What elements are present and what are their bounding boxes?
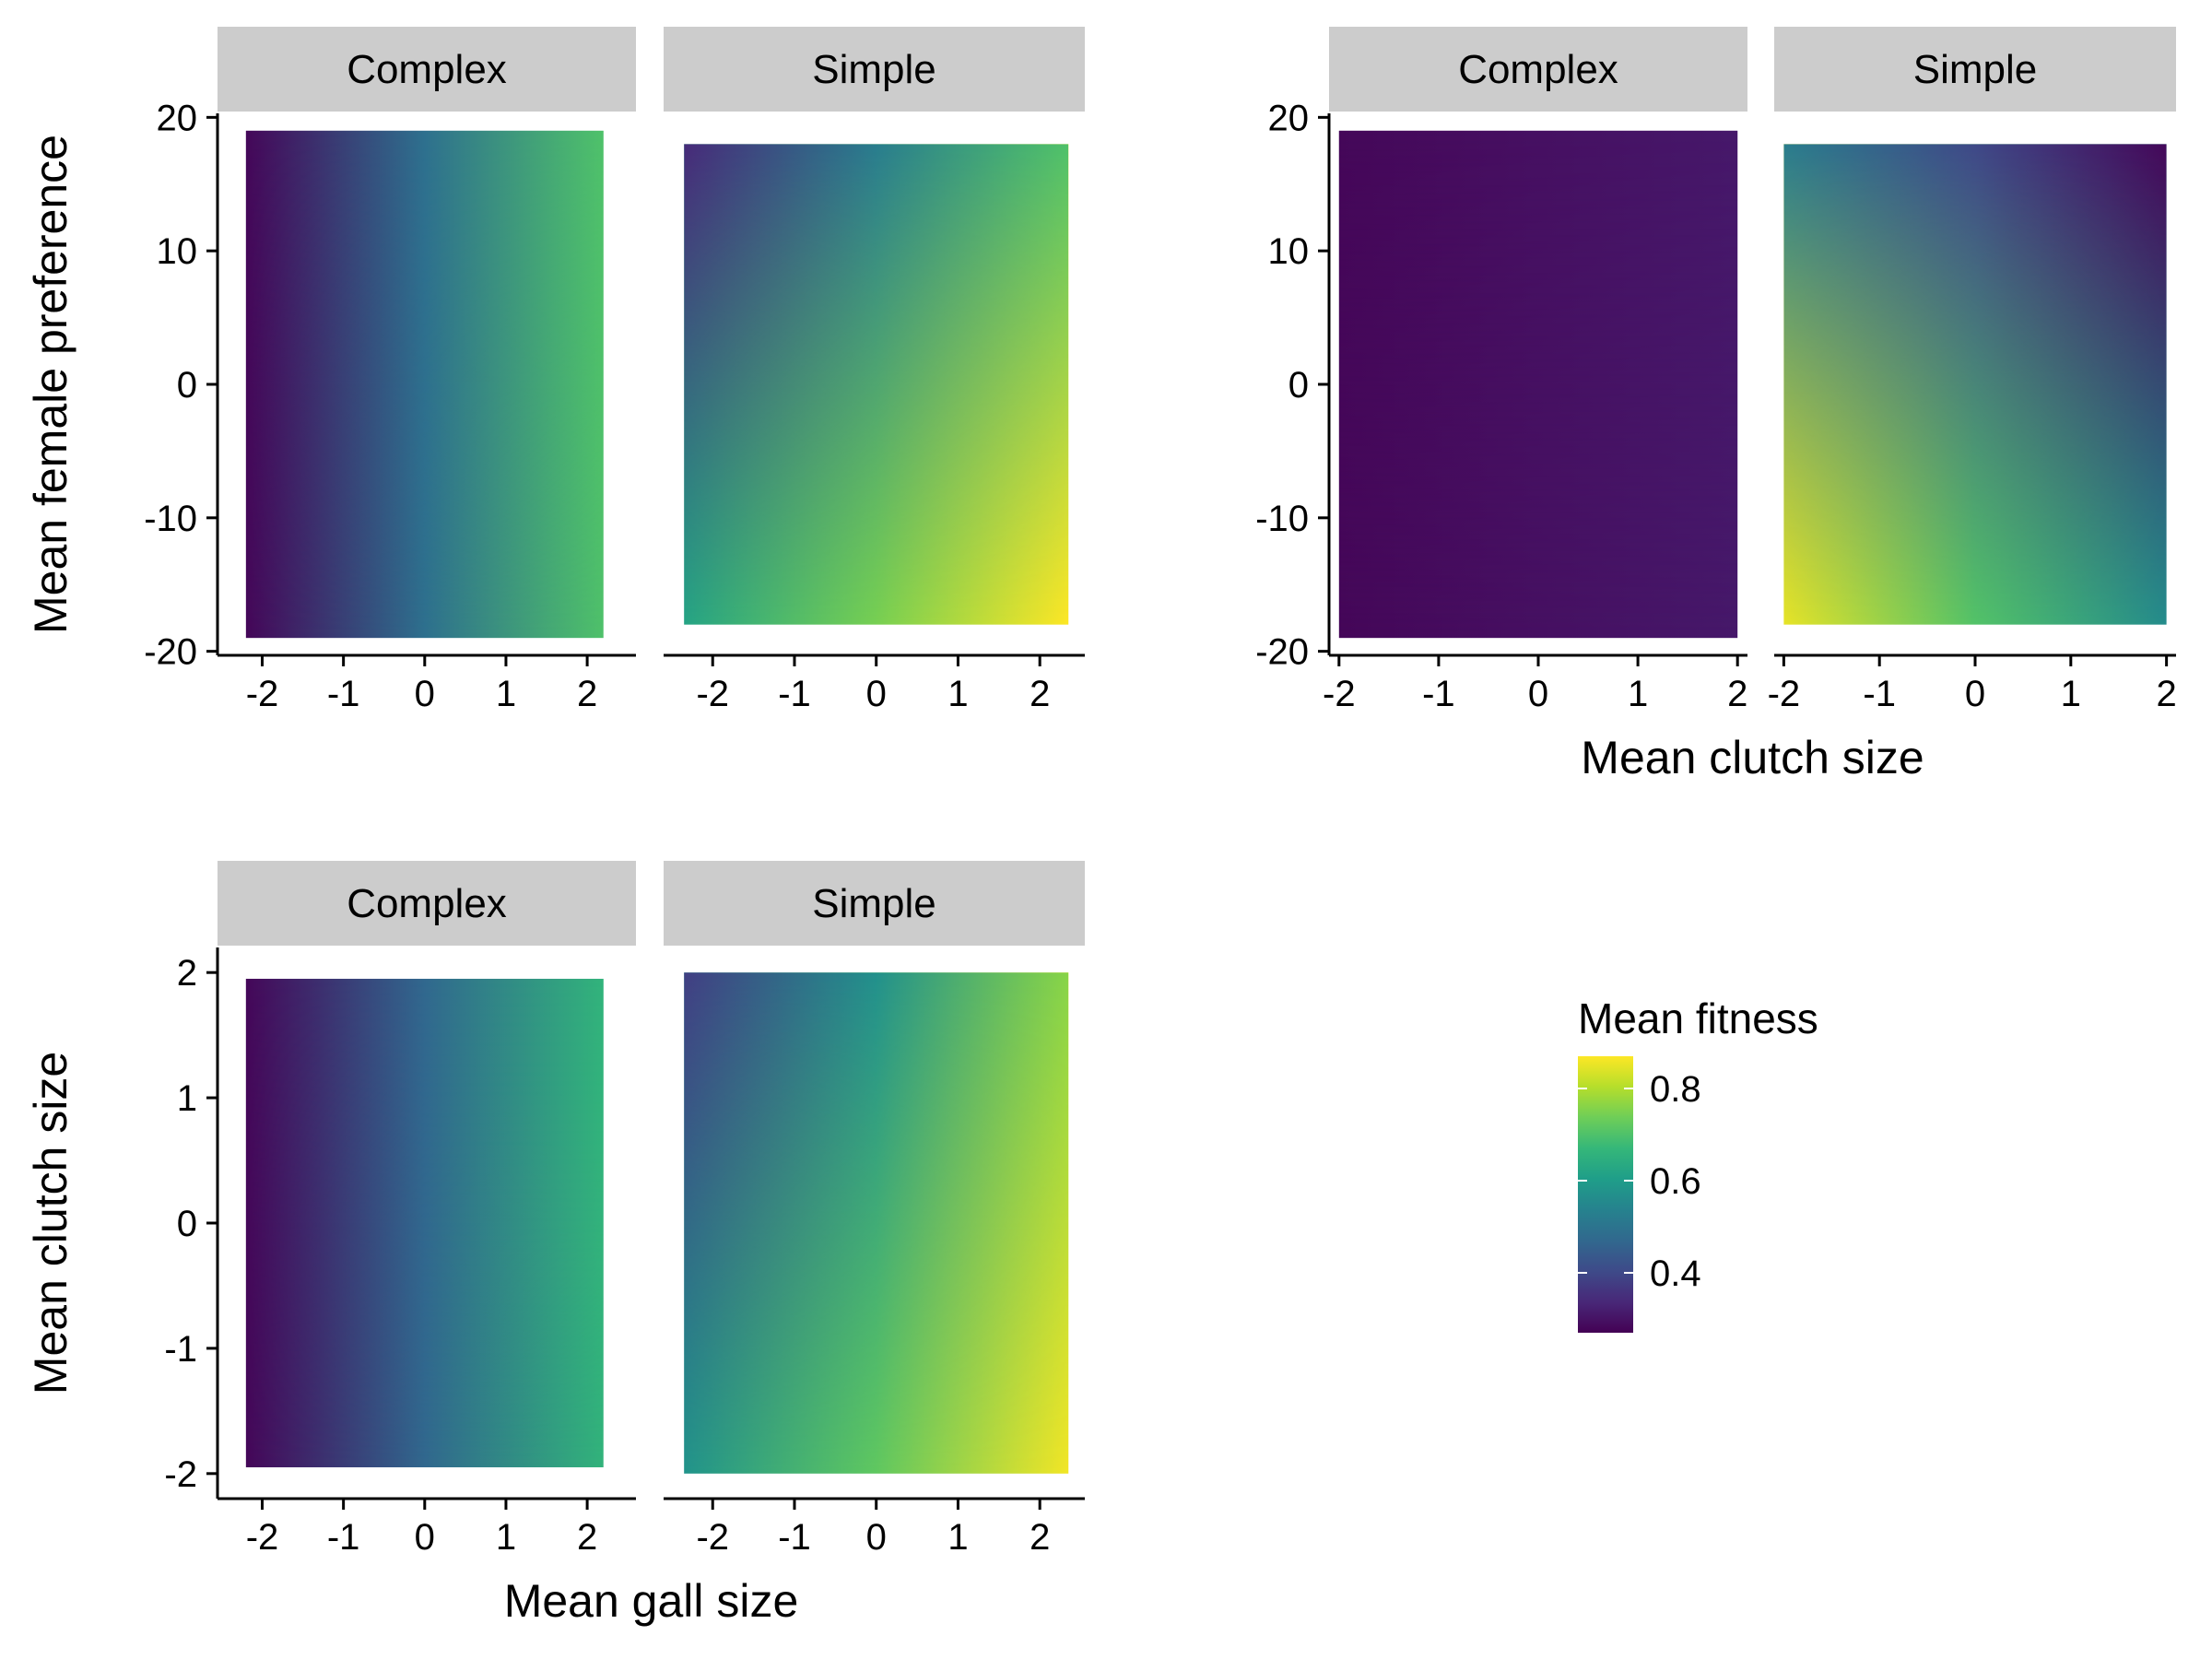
- color-legend: Mean fitness 0.4 0.6 0.8: [1578, 994, 1818, 1333]
- heatmap-tile: [684, 144, 1069, 625]
- x-tick-label: 1: [1628, 674, 1648, 714]
- heatmap-tile: [245, 978, 604, 1468]
- panel-simple: Simple -2 -1 0 1 2: [1768, 27, 2177, 714]
- x-tick-label: 0: [415, 674, 435, 714]
- legend-tick-label: 0.4: [1650, 1253, 1701, 1294]
- legend-tick-label: 0.6: [1650, 1161, 1701, 1202]
- x-tick-label: -1: [327, 674, 360, 714]
- y-tick-label: 0: [177, 1204, 197, 1244]
- chart-3: Complex -2 -1 0 1 2 2 1 0 -1 -2 Simple -2 -1 0 1 2 Mean g…: [25, 861, 1085, 1627]
- x-tick-label: 1: [2061, 674, 2081, 714]
- x-tick-label: -2: [246, 674, 279, 714]
- panel-simple: Simple -2 -1 0 1 2: [664, 27, 1085, 714]
- x-tick-label: -2: [696, 1517, 729, 1558]
- legend-ticks: 0.4 0.6 0.8: [1578, 1069, 1701, 1294]
- x-tick-label: 2: [1030, 1517, 1050, 1558]
- facet-strip-label: Simple: [1913, 47, 2038, 92]
- y-tick-label: 1: [177, 1078, 197, 1119]
- y-tick-label: 20: [1268, 98, 1310, 138]
- x-tick-label: 1: [947, 1517, 968, 1558]
- y-tick-label: -2: [164, 1454, 197, 1495]
- y-tick-label: 10: [157, 231, 198, 272]
- facet-strip-label: Complex: [347, 881, 507, 926]
- facet-strip: [1329, 27, 1747, 112]
- x-tick-label: -2: [246, 1517, 279, 1558]
- facet-strip: [664, 27, 1085, 112]
- facet-strip: [218, 27, 636, 112]
- facet-strip-label: Simple: [812, 881, 936, 926]
- facet-strip: [664, 861, 1085, 946]
- heatmap-tile: [1338, 130, 1738, 639]
- x-tick-label: 2: [577, 1517, 597, 1558]
- x-tick-label: 0: [1965, 674, 1985, 714]
- facet-strip-label: Simple: [812, 47, 936, 92]
- y-tick-label: 20: [157, 98, 198, 138]
- y-tick-label: 0: [177, 365, 197, 406]
- x-tick-label: 1: [496, 1517, 516, 1558]
- x-tick-label: -1: [1863, 674, 1896, 714]
- y-tick-label: -1: [164, 1329, 197, 1370]
- legend-colorbar: [1578, 1056, 1633, 1333]
- facet-strip-label: Complex: [1458, 47, 1618, 92]
- panel-complex: Complex -2 -1 0 1 2 2 1 0 -1 -2: [164, 861, 636, 1558]
- y-tick-label: 10: [1268, 231, 1310, 272]
- y-tick-label: -20: [1255, 632, 1309, 673]
- x-tick-label: -1: [778, 674, 811, 714]
- legend-title: Mean fitness: [1578, 994, 1818, 1042]
- x-tick-label: 0: [866, 1517, 887, 1558]
- heatmap-tile: [245, 130, 604, 639]
- y-tick-label: -20: [144, 632, 197, 673]
- x-tick-label: -2: [696, 674, 729, 714]
- x-tick-label: -1: [327, 1517, 360, 1558]
- x-tick-label: -2: [1768, 674, 1801, 714]
- heatmap-tile: [1783, 144, 2167, 625]
- facet-strip-label: Complex: [347, 47, 507, 92]
- facet-strip: [218, 861, 636, 946]
- y-tick-label: -10: [144, 499, 197, 539]
- x-tick-label: 2: [577, 674, 597, 714]
- x-axis-title: Mean gall size: [504, 1575, 799, 1627]
- x-tick-label: 2: [1030, 674, 1050, 714]
- x-tick-label: -2: [1323, 674, 1356, 714]
- y-tick-label: 0: [1288, 365, 1309, 406]
- y-axis-title: Mean clutch size: [25, 1052, 76, 1394]
- x-tick-label: -1: [1422, 674, 1455, 714]
- x-tick-label: 0: [415, 1517, 435, 1558]
- x-tick-label: 2: [2156, 674, 2176, 714]
- x-axis-title: Mean clutch size: [1581, 732, 1924, 783]
- x-tick-label: 0: [1528, 674, 1548, 714]
- x-tick-label: 2: [1727, 674, 1747, 714]
- panel-simple: Simple -2 -1 0 1 2: [664, 861, 1085, 1558]
- x-tick-label: 0: [866, 674, 887, 714]
- x-tick-label: -1: [778, 1517, 811, 1558]
- facet-strip: [1774, 27, 2176, 112]
- legend-tick-label: 0.8: [1650, 1069, 1701, 1110]
- y-tick-label: 2: [177, 953, 197, 994]
- x-tick-label: 1: [947, 674, 968, 714]
- y-axis-title: Mean female preference: [25, 135, 76, 634]
- heatmap-tile: [684, 972, 1069, 1474]
- x-tick-label: 1: [496, 674, 516, 714]
- y-tick-label: -10: [1255, 499, 1309, 539]
